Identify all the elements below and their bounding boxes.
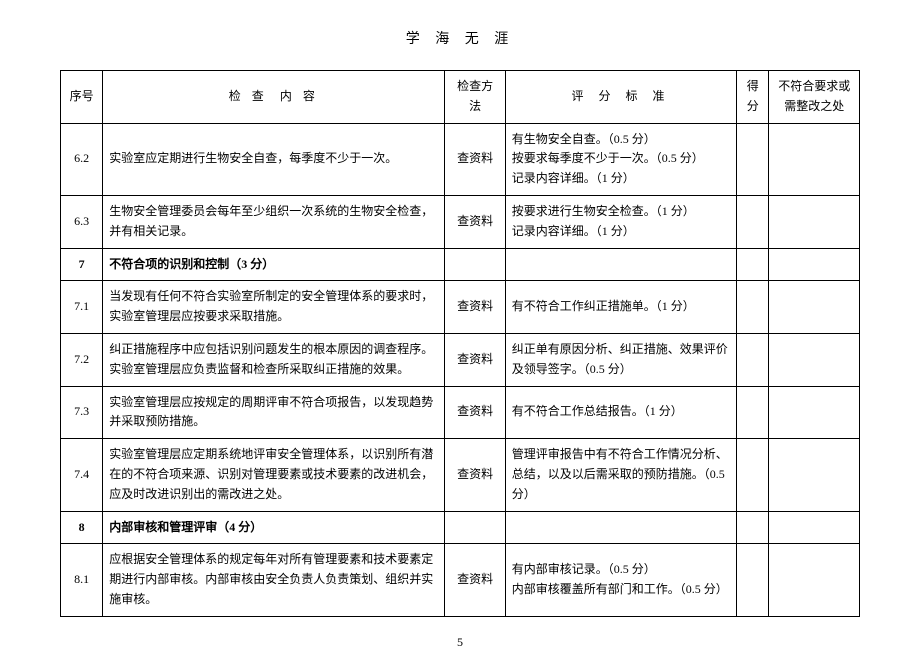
cell-remark (769, 386, 860, 439)
table-row: 7.1当发现有任何不符合实验室所制定的安全管理体系的要求时，实验室管理层应按要求… (61, 281, 860, 334)
cell-score (737, 333, 769, 386)
cell-criteria: 有不符合工作总结报告。（1 分） (505, 386, 736, 439)
cell-remark (769, 281, 860, 334)
cell-criteria: 按要求进行生物安全检查。（1 分） 记录内容详细。（1 分） (505, 195, 736, 248)
table-row: 7.4实验室管理层应定期系统地评审安全管理体系，以识别所有潜在的不符合项来源、识… (61, 439, 860, 511)
cell-score (737, 386, 769, 439)
table-header-row: 序号 检 查 内 容 检查方法 评 分 标 准 得分 不符合要求或需整改之处 (61, 71, 860, 124)
cell-content: 应根据安全管理体系的规定每年对所有管理要素和技术要素定期进行内部审核。内部审核由… (103, 544, 445, 616)
cell-score (737, 248, 769, 281)
cell-score (737, 544, 769, 616)
cell-remark (769, 544, 860, 616)
cell-section-title: 不符合项的识别和控制（3 分） (103, 248, 445, 281)
cell-score (737, 439, 769, 511)
cell-no: 7.2 (61, 333, 103, 386)
cell-remark (769, 123, 860, 195)
cell-criteria (505, 511, 736, 544)
cell-method (445, 511, 505, 544)
cell-score (737, 281, 769, 334)
cell-criteria: 有不符合工作纠正措施单。（1 分） (505, 281, 736, 334)
cell-content: 实验室管理层应定期系统地评审安全管理体系，以识别所有潜在的不符合项来源、识别对管… (103, 439, 445, 511)
cell-criteria: 有生物安全自查。（0.5 分） 按要求每季度不少于一次。（0.5 分） 记录内容… (505, 123, 736, 195)
cell-remark (769, 195, 860, 248)
cell-method: 查资料 (445, 195, 505, 248)
cell-no: 7.1 (61, 281, 103, 334)
cell-remark (769, 248, 860, 281)
cell-method (445, 248, 505, 281)
cell-method: 查资料 (445, 439, 505, 511)
table-row: 7.2纠正措施程序中应包括识别问题发生的根本原因的调查程序。实验室管理层应负责监… (61, 333, 860, 386)
page-number: 5 (60, 635, 860, 650)
table-row: 7不符合项的识别和控制（3 分） (61, 248, 860, 281)
cell-section-title: 内部审核和管理评审（4 分） (103, 511, 445, 544)
cell-score (737, 195, 769, 248)
col-criteria: 评 分 标 准 (505, 71, 736, 124)
cell-method: 查资料 (445, 123, 505, 195)
cell-criteria (505, 248, 736, 281)
cell-remark (769, 333, 860, 386)
cell-content: 实验室管理层应按规定的周期评审不符合项报告，以发现趋势并采取预防措施。 (103, 386, 445, 439)
col-score: 得分 (737, 71, 769, 124)
table-row: 6.2实验室应定期进行生物安全自查，每季度不少于一次。查资料有生物安全自查。（0… (61, 123, 860, 195)
table-row: 6.3生物安全管理委员会每年至少组织一次系统的生物安全检查，并有相关记录。查资料… (61, 195, 860, 248)
cell-no: 7.4 (61, 439, 103, 511)
cell-no: 8.1 (61, 544, 103, 616)
cell-content: 生物安全管理委员会每年至少组织一次系统的生物安全检查，并有相关记录。 (103, 195, 445, 248)
cell-no: 8 (61, 511, 103, 544)
col-no: 序号 (61, 71, 103, 124)
inspection-table: 序号 检 查 内 容 检查方法 评 分 标 准 得分 不符合要求或需整改之处 6… (60, 70, 860, 617)
cell-criteria: 有内部审核记录。（0.5 分） 内部审核覆盖所有部门和工作。（0.5 分） (505, 544, 736, 616)
col-content-b: 内 容 (280, 89, 319, 103)
cell-content: 纠正措施程序中应包括识别问题发生的根本原因的调查程序。实验室管理层应负责监督和检… (103, 333, 445, 386)
col-content-a: 检 查 (229, 89, 268, 103)
table-row: 8.1应根据安全管理体系的规定每年对所有管理要素和技术要素定期进行内部审核。内部… (61, 544, 860, 616)
col-method: 检查方法 (445, 71, 505, 124)
cell-criteria: 纠正单有原因分析、纠正措施、效果评价及领导签字。（0.5 分） (505, 333, 736, 386)
cell-no: 6.2 (61, 123, 103, 195)
col-content: 检 查 内 容 (103, 71, 445, 124)
cell-remark (769, 511, 860, 544)
cell-method: 查资料 (445, 281, 505, 334)
cell-no: 6.3 (61, 195, 103, 248)
page-title: 学 海 无 涯 (60, 28, 860, 48)
cell-score (737, 123, 769, 195)
col-remark: 不符合要求或需整改之处 (769, 71, 860, 124)
cell-score (737, 511, 769, 544)
cell-no: 7 (61, 248, 103, 281)
cell-remark (769, 439, 860, 511)
table-row: 8内部审核和管理评审（4 分） (61, 511, 860, 544)
table-row: 7.3实验室管理层应按规定的周期评审不符合项报告，以发现趋势并采取预防措施。查资… (61, 386, 860, 439)
cell-method: 查资料 (445, 386, 505, 439)
cell-criteria: 管理评审报告中有不符合工作情况分析、总结，以及以后需采取的预防措施。（0.5 分… (505, 439, 736, 511)
cell-method: 查资料 (445, 544, 505, 616)
cell-content: 实验室应定期进行生物安全自查，每季度不少于一次。 (103, 123, 445, 195)
cell-content: 当发现有任何不符合实验室所制定的安全管理体系的要求时，实验室管理层应按要求采取措… (103, 281, 445, 334)
cell-method: 查资料 (445, 333, 505, 386)
cell-no: 7.3 (61, 386, 103, 439)
